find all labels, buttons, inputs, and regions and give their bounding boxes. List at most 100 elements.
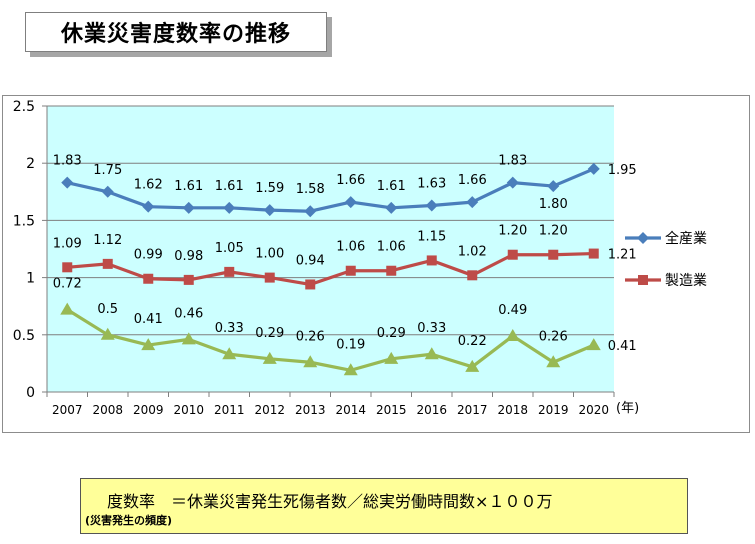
data-label: 1.59 bbox=[255, 181, 284, 196]
data-label: 1.05 bbox=[215, 241, 244, 256]
data-point bbox=[425, 199, 438, 212]
data-label: 0.41 bbox=[134, 312, 163, 327]
x-tick-label: 2015 bbox=[376, 403, 407, 417]
data-point bbox=[141, 338, 156, 351]
formula-note: (災害発生の頻度) bbox=[85, 514, 173, 527]
data-label: 1.83 bbox=[498, 154, 527, 169]
formula-expression: 休業災害発生死傷者数／総実労働時間数×１００万 bbox=[187, 492, 553, 511]
data-label: 0.33 bbox=[417, 321, 446, 336]
data-label: 0.22 bbox=[458, 334, 487, 349]
data-point bbox=[507, 249, 518, 260]
data-label: 0.46 bbox=[174, 306, 203, 321]
data-label: 1.58 bbox=[296, 182, 325, 197]
data-point bbox=[384, 351, 399, 364]
data-label: 0.49 bbox=[498, 303, 527, 318]
data-point bbox=[587, 162, 600, 175]
y-tick-label: 2.5 bbox=[13, 99, 35, 115]
data-point bbox=[304, 205, 317, 218]
data-point bbox=[224, 266, 235, 277]
data-label: 1.00 bbox=[255, 247, 284, 262]
data-label: 0.19 bbox=[336, 337, 365, 352]
data-point bbox=[142, 200, 155, 213]
data-point bbox=[62, 262, 73, 273]
x-tick-label: 2019 bbox=[538, 403, 569, 417]
data-point bbox=[546, 355, 561, 368]
data-label: 1.06 bbox=[377, 240, 406, 255]
data-point bbox=[343, 363, 358, 376]
x-tick-label: 2014 bbox=[335, 403, 366, 417]
data-point bbox=[102, 258, 113, 269]
x-tick-label: 2012 bbox=[254, 403, 285, 417]
data-point bbox=[386, 265, 397, 276]
series-line bbox=[66, 308, 595, 372]
data-point bbox=[467, 270, 478, 281]
formula-equals: ＝ bbox=[171, 492, 188, 511]
legend-label: 全産業 bbox=[665, 230, 707, 247]
data-point bbox=[465, 359, 480, 372]
data-label: 1.20 bbox=[498, 224, 527, 239]
data-label: 1.75 bbox=[93, 163, 122, 178]
data-point bbox=[385, 201, 398, 214]
data-label: 1.20 bbox=[539, 224, 568, 239]
legend-marker bbox=[637, 232, 649, 244]
series-line bbox=[67, 251, 594, 287]
data-label: 1.62 bbox=[134, 178, 163, 193]
data-label: 0.29 bbox=[255, 326, 284, 341]
data-point bbox=[305, 279, 316, 290]
formula-box: 度数率 ＝休業災害発生死傷者数／総実労働時間数×１００万 (災害発生の頻度) bbox=[80, 478, 688, 534]
y-tick-label: 1.5 bbox=[13, 213, 35, 229]
data-point bbox=[548, 249, 559, 260]
data-label: 0.26 bbox=[539, 329, 568, 344]
data-label: 1.15 bbox=[417, 229, 446, 244]
data-point bbox=[344, 196, 357, 209]
x-tick-label: 2011 bbox=[214, 403, 245, 417]
x-unit-label: (年) bbox=[616, 401, 639, 416]
data-label: 1.95 bbox=[608, 163, 637, 178]
x-tick-label: 2010 bbox=[173, 403, 204, 417]
data-label: 1.02 bbox=[458, 244, 487, 259]
x-tick-label: 2008 bbox=[92, 403, 123, 417]
data-label: 1.83 bbox=[53, 154, 82, 169]
data-point bbox=[588, 248, 599, 259]
data-point bbox=[101, 185, 114, 198]
data-label: 0.33 bbox=[215, 321, 244, 336]
line-chart: 0 0.5 1 1.5 2 2.5 2007 2008 2009 2010 2011 2012 2013… bbox=[13, 99, 707, 417]
plot-area bbox=[47, 106, 614, 392]
data-label: 1.63 bbox=[417, 177, 446, 192]
data-label: 1.06 bbox=[336, 240, 365, 255]
data-label: 1.21 bbox=[608, 248, 637, 263]
legend-marker bbox=[638, 275, 648, 285]
data-point bbox=[60, 302, 75, 315]
formula-term: 度数率 bbox=[107, 492, 156, 511]
data-label: 1.61 bbox=[377, 179, 406, 194]
data-point bbox=[263, 204, 276, 217]
data-label: 0.26 bbox=[296, 329, 325, 344]
data-point bbox=[505, 328, 520, 341]
x-tick-label: 2016 bbox=[416, 403, 447, 417]
data-point bbox=[100, 327, 115, 340]
data-label: 1.80 bbox=[539, 197, 568, 212]
data-point bbox=[506, 176, 519, 189]
data-point bbox=[345, 265, 356, 276]
x-tick-label: 2020 bbox=[578, 403, 609, 417]
data-label: 0.94 bbox=[296, 253, 325, 268]
y-tick-label: 2 bbox=[26, 156, 35, 172]
data-label: 0.5 bbox=[97, 302, 118, 317]
data-label: 0.41 bbox=[608, 339, 637, 354]
data-point bbox=[223, 201, 236, 214]
data-label: 1.66 bbox=[458, 173, 487, 188]
data-label: 1.61 bbox=[215, 179, 244, 194]
data-label: 1.09 bbox=[53, 236, 82, 251]
data-point bbox=[303, 355, 318, 368]
data-point bbox=[586, 338, 601, 351]
chart-frame: 0 0.5 1 1.5 2 2.5 2007 2008 2009 2010 2011 2012 2013… bbox=[2, 95, 750, 433]
data-point bbox=[426, 255, 437, 266]
data-point bbox=[262, 351, 277, 364]
page-title: 休業災害度数率の推移 bbox=[25, 12, 327, 52]
x-tick-label: 2017 bbox=[457, 403, 488, 417]
data-point bbox=[424, 347, 439, 360]
y-tick-label: 1 bbox=[26, 271, 35, 287]
legend-label: 製造業 bbox=[665, 273, 707, 289]
data-point bbox=[264, 272, 275, 283]
x-tick-label: 2007 bbox=[52, 403, 83, 417]
